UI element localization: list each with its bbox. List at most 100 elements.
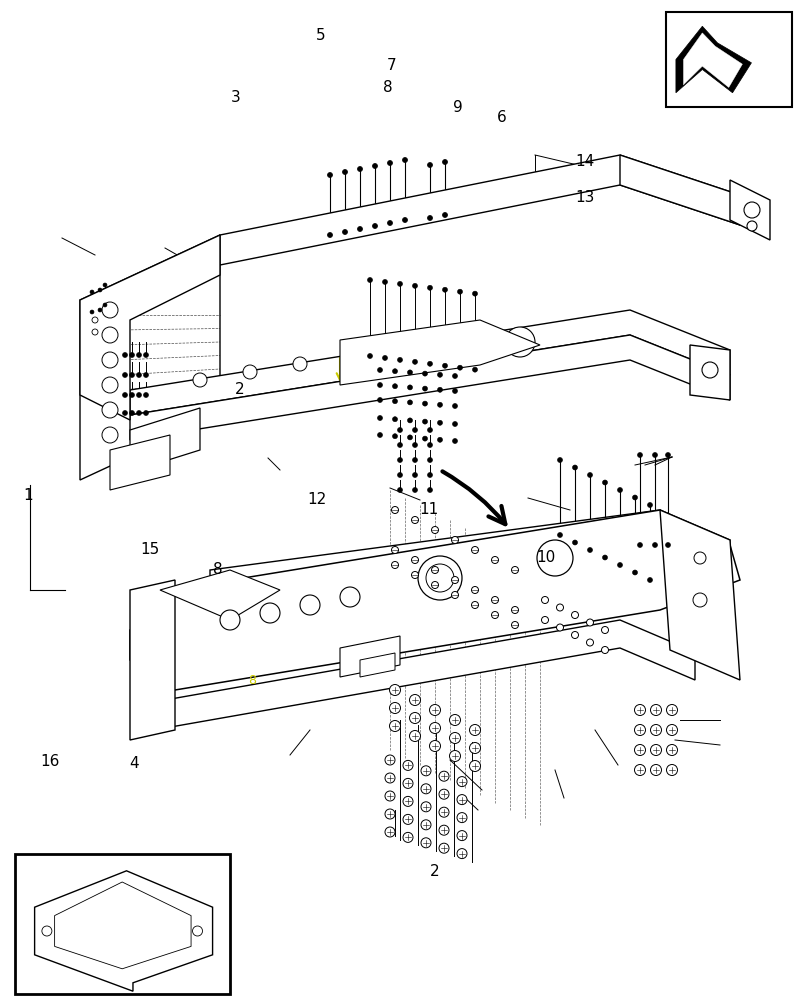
Text: 1: 1 — [24, 488, 33, 502]
Text: 8: 8 — [383, 81, 393, 96]
Circle shape — [693, 552, 705, 564]
Polygon shape — [729, 180, 769, 240]
Circle shape — [372, 163, 377, 168]
Circle shape — [357, 166, 362, 172]
Circle shape — [666, 764, 676, 776]
Circle shape — [389, 684, 400, 696]
Circle shape — [377, 432, 382, 438]
Circle shape — [129, 372, 135, 377]
Polygon shape — [130, 335, 729, 440]
Bar — [665, 12, 791, 107]
Circle shape — [420, 838, 431, 848]
Polygon shape — [130, 510, 739, 690]
Circle shape — [457, 795, 466, 805]
Circle shape — [442, 159, 447, 164]
Circle shape — [449, 714, 460, 726]
Circle shape — [327, 232, 332, 237]
Circle shape — [102, 427, 118, 443]
Text: 5: 5 — [315, 27, 325, 42]
Polygon shape — [359, 653, 394, 677]
Text: 4: 4 — [129, 756, 139, 772]
Circle shape — [422, 436, 427, 441]
Polygon shape — [659, 510, 739, 680]
Circle shape — [92, 317, 98, 323]
Circle shape — [422, 401, 427, 406]
Text: 14: 14 — [574, 154, 594, 169]
Circle shape — [342, 349, 357, 363]
Circle shape — [144, 353, 148, 358]
Circle shape — [587, 548, 592, 552]
Circle shape — [511, 621, 518, 629]
Circle shape — [397, 488, 402, 492]
Circle shape — [601, 647, 607, 654]
Circle shape — [442, 213, 447, 218]
Polygon shape — [35, 871, 212, 991]
Circle shape — [652, 542, 657, 548]
Circle shape — [431, 582, 438, 588]
Circle shape — [557, 532, 562, 538]
Polygon shape — [620, 155, 739, 225]
Circle shape — [407, 418, 412, 423]
Circle shape — [122, 372, 127, 377]
Circle shape — [632, 570, 637, 575]
Circle shape — [327, 172, 332, 178]
Circle shape — [427, 428, 432, 432]
Circle shape — [556, 624, 563, 631]
Circle shape — [469, 724, 480, 736]
Circle shape — [442, 363, 447, 368]
Circle shape — [587, 473, 592, 478]
Circle shape — [367, 354, 372, 359]
Circle shape — [342, 230, 347, 234]
Text: 6: 6 — [496, 110, 506, 125]
Circle shape — [412, 428, 417, 432]
Circle shape — [98, 288, 102, 292]
Polygon shape — [220, 155, 739, 265]
Circle shape — [103, 303, 107, 307]
Circle shape — [452, 388, 457, 393]
Circle shape — [382, 279, 387, 284]
Polygon shape — [683, 33, 741, 87]
Circle shape — [420, 802, 431, 812]
Circle shape — [586, 639, 593, 646]
Circle shape — [692, 593, 706, 607]
Circle shape — [457, 813, 466, 823]
Circle shape — [412, 442, 417, 448]
Circle shape — [357, 227, 362, 232]
Circle shape — [407, 435, 412, 440]
Circle shape — [102, 352, 118, 368]
Circle shape — [602, 555, 607, 560]
Polygon shape — [689, 345, 729, 400]
Circle shape — [420, 784, 431, 794]
Circle shape — [412, 488, 417, 492]
Circle shape — [102, 402, 118, 418]
Circle shape — [392, 417, 397, 422]
Circle shape — [384, 827, 394, 837]
Circle shape — [457, 831, 466, 841]
Circle shape — [616, 488, 622, 492]
Circle shape — [442, 287, 447, 292]
Circle shape — [427, 162, 432, 167]
Circle shape — [451, 576, 458, 584]
Circle shape — [602, 480, 607, 485]
Circle shape — [377, 416, 382, 420]
Circle shape — [122, 353, 127, 358]
Circle shape — [439, 807, 448, 817]
Circle shape — [702, 362, 717, 378]
Polygon shape — [130, 310, 729, 415]
Circle shape — [556, 604, 563, 611]
Circle shape — [439, 771, 448, 781]
Circle shape — [407, 385, 412, 390]
Circle shape — [384, 773, 394, 783]
Text: 8: 8 — [247, 674, 255, 686]
Circle shape — [422, 371, 427, 376]
Circle shape — [571, 611, 577, 618]
Circle shape — [427, 285, 432, 290]
Circle shape — [412, 473, 417, 478]
Circle shape — [129, 353, 135, 358]
Circle shape — [511, 606, 518, 613]
Circle shape — [472, 367, 477, 372]
Circle shape — [601, 626, 607, 634]
Text: 2: 2 — [234, 382, 244, 397]
Circle shape — [102, 302, 118, 318]
Polygon shape — [165, 620, 694, 728]
